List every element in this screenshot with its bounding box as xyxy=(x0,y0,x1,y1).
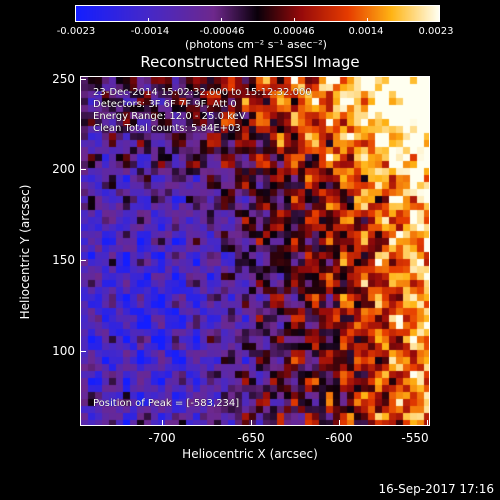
y-tick-label: 100 xyxy=(52,344,75,358)
generation-timestamp: 16-Sep-2017 17:16 xyxy=(378,482,494,496)
colorbar-tickmark xyxy=(294,18,295,22)
y-tickmark xyxy=(80,351,86,352)
colorbar-tickmark xyxy=(439,18,440,22)
y-tickmark xyxy=(80,79,86,80)
y-tickmark xyxy=(80,260,86,261)
info-time-range: 23-Dec-2014 15:02:32.000 to 15:12:32.000 xyxy=(93,87,312,98)
x-tickmark xyxy=(162,420,163,426)
y-tick-label: 200 xyxy=(52,162,75,176)
colorbar-tickmark xyxy=(367,18,368,22)
colorbar xyxy=(75,5,440,22)
x-tick-label: -700 xyxy=(148,431,176,445)
colorbar-tick-label: 0.0023 xyxy=(418,26,454,37)
colorbar-tick-label: 0.00046 xyxy=(273,26,315,37)
image-plot: 23-Dec-2014 15:02:32.000 to 15:12:32.000… xyxy=(80,76,430,426)
colorbar-tick-label: -0.0014 xyxy=(130,26,170,37)
colorbar-unit-label: (photons cm⁻² s⁻¹ asec⁻²) xyxy=(185,38,327,51)
peak-position-label: Position of Peak = [-583,234] xyxy=(93,398,240,409)
info-detectors: Detectors: 3F 6F 7F 9F, Att 0 xyxy=(93,99,237,110)
colorbar-tickmark xyxy=(221,18,222,22)
y-tick-label: 250 xyxy=(52,72,75,86)
info-energy-range: Energy Range: 12.0 - 25.0 keV xyxy=(93,111,246,122)
x-tick-label: -600 xyxy=(325,431,353,445)
x-tick-label: -550 xyxy=(401,431,429,445)
x-axis-label: Heliocentric X (arcsec) xyxy=(182,447,318,461)
rhessi-heatmap xyxy=(81,77,429,425)
colorbar-tick-label: 0.0014 xyxy=(348,26,384,37)
colorbar-tickmark xyxy=(75,18,76,22)
y-axis-label: Heliocentric Y (arcsec) xyxy=(18,184,32,320)
x-tickmark xyxy=(427,420,428,426)
colorbar-tick-label: -0.00046 xyxy=(199,26,245,37)
info-total-counts: Clean Total counts: 5.84E+03 xyxy=(93,123,241,134)
y-tick-label: 150 xyxy=(52,253,75,267)
y-tickmark xyxy=(80,169,86,170)
colorbar-tick-label: -0.0023 xyxy=(56,26,96,37)
x-tickmark xyxy=(339,420,340,426)
x-tickmark xyxy=(251,420,252,426)
colorbar-tickmark xyxy=(148,18,149,22)
x-tick-label: -650 xyxy=(237,431,265,445)
plot-title: Reconstructed RHESSI Image xyxy=(140,53,360,71)
